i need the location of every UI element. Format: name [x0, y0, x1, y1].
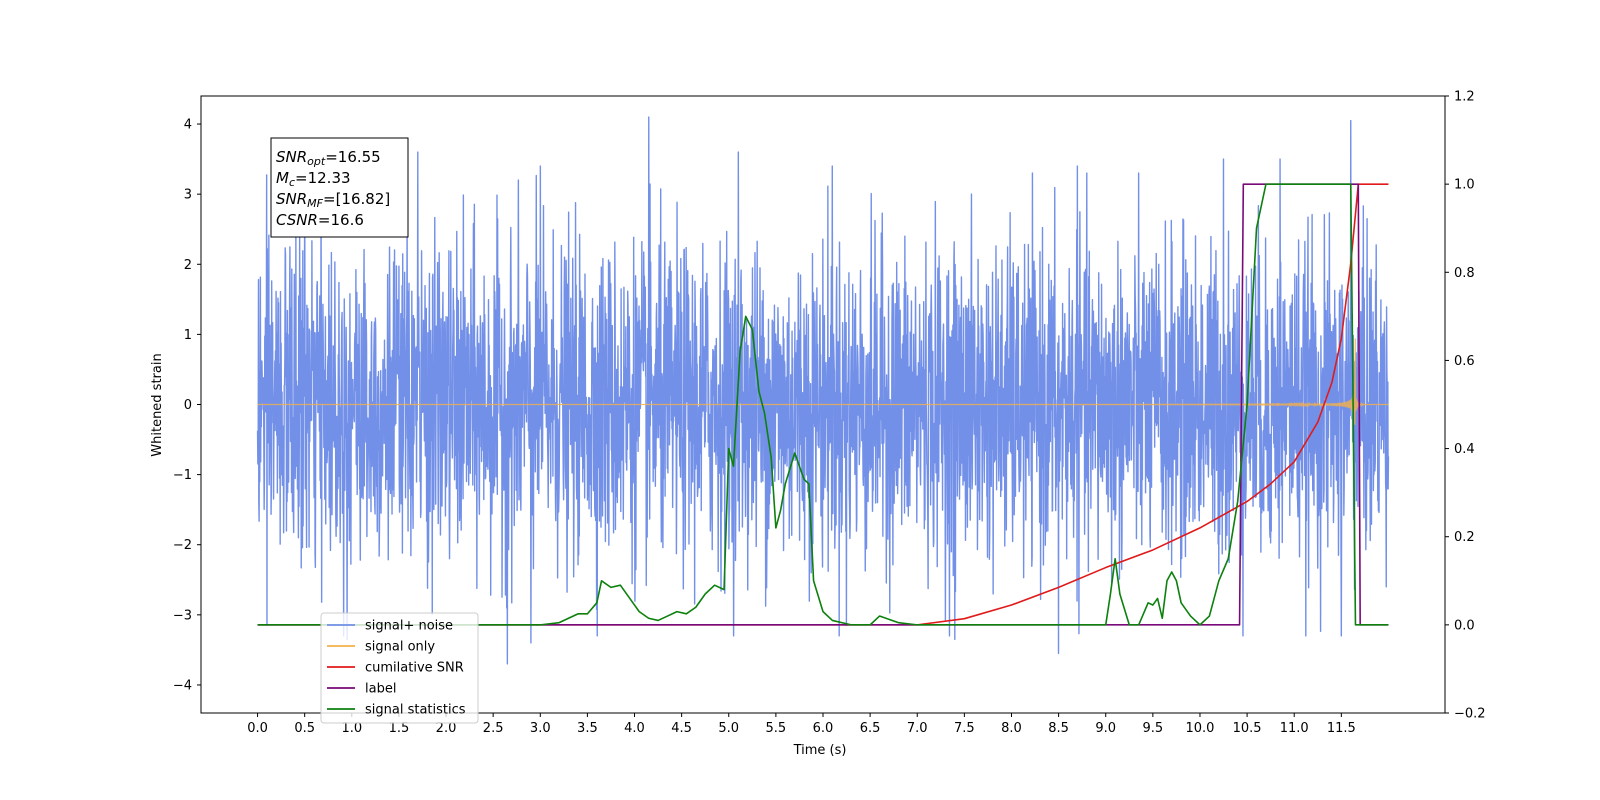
- x-tick-label: 11.5: [1327, 721, 1356, 736]
- annotation-line: Mc=12.33: [276, 169, 351, 189]
- x-tick-label: 5.0: [718, 721, 739, 736]
- x-tick-label: 5.5: [766, 721, 787, 736]
- x-tick-label: 7.0: [907, 721, 928, 736]
- x-tick-label: 6.0: [813, 721, 834, 736]
- y2-tick-label: 0.0: [1454, 618, 1475, 633]
- y2-tick-label: 0.6: [1454, 354, 1475, 369]
- x-tick-label: 4.0: [624, 721, 645, 736]
- y-tick-label: −1: [173, 468, 192, 483]
- x-tick-label: 9.0: [1095, 721, 1116, 736]
- legend-entry: label: [365, 682, 396, 697]
- y-tick-label: 4: [184, 118, 192, 133]
- legend-entry: signal only: [365, 640, 435, 655]
- x-tick-label: 8.5: [1048, 721, 1069, 736]
- series-layer: [256, 116, 1390, 665]
- annotation-line: CSNR=16.6: [276, 211, 364, 229]
- x-tick-label: 0.0: [247, 721, 268, 736]
- x-tick-label: 9.5: [1143, 721, 1164, 736]
- y2-tick-label: −0.2: [1454, 707, 1486, 722]
- y2-tick-label: 1.2: [1454, 90, 1475, 105]
- y-tick-label: −2: [173, 538, 192, 553]
- x-tick-label: 0.5: [294, 721, 315, 736]
- legend-frame: [320, 612, 479, 724]
- x-tick-label: 6.5: [860, 721, 881, 736]
- y2-tick-label: 0.4: [1454, 442, 1475, 457]
- series-signal-only: [257, 338, 1389, 425]
- x-tick-label: 10.5: [1233, 721, 1262, 736]
- y-tick-label: 1: [184, 328, 192, 343]
- snr-annotation-box: SNRopt=16.55Mc=12.33SNRMF=[16.82]CSNR=16…: [270, 137, 409, 238]
- x-tick-label: 3.0: [530, 721, 551, 736]
- legend-entry: signal+ noise: [365, 619, 453, 634]
- x-axis-label: Time (s): [793, 743, 847, 758]
- x-tick-label: 11.0: [1280, 721, 1309, 736]
- x-tick-label: 2.5: [483, 721, 504, 736]
- y-tick-label: 0: [184, 398, 192, 413]
- x-tick-label: 1.0: [341, 721, 362, 736]
- series-signal-statistics: [257, 183, 1389, 626]
- series-cumulative-snr: [257, 183, 1389, 626]
- y-tick-label: −4: [173, 678, 192, 693]
- x-tick-label: 2.0: [436, 721, 457, 736]
- legend: signal+ noise signal only cumilative SNR la…: [320, 612, 479, 724]
- x-tick-label: 4.5: [671, 721, 692, 736]
- annotation-frame: [270, 137, 409, 238]
- annotation-line: SNRMF=[16.82]: [276, 190, 390, 210]
- y2-tick-label: 1.0: [1454, 178, 1475, 193]
- y-tick-label: 2: [184, 258, 192, 273]
- x-tick-label: 10.0: [1185, 721, 1214, 736]
- x-axis: 0.0 0.5 1.0 1.5 2.0 2.5 3.0 3.5 4.0 4.5 5.0 5.5 6.0 6…: [247, 713, 1356, 736]
- x-tick-label: 8.0: [1001, 721, 1022, 736]
- y2-tick-label: 0.8: [1454, 266, 1475, 281]
- x-tick-label: 3.5: [577, 721, 598, 736]
- y-tick-label: −3: [173, 608, 192, 623]
- y-axis-label: Whitened strain: [150, 353, 165, 456]
- legend-entry: cumilative SNR: [365, 661, 464, 676]
- series-signal-noise: [256, 116, 1390, 665]
- y-axis-right: 1.2 1.0 0.8 0.6 0.4 0.2 0.0 −0.2: [1445, 90, 1486, 722]
- y-tick-label: 3: [184, 188, 192, 203]
- annotation-line: SNRopt=16.55: [276, 148, 381, 168]
- x-tick-label: 7.5: [954, 721, 975, 736]
- y2-tick-label: 0.2: [1454, 530, 1475, 545]
- x-tick-label: 1.5: [389, 721, 410, 736]
- y-axis-left: 4 3 2 1 0 −1 −2 −3 −4: [173, 118, 201, 693]
- legend-entry: signal statistics: [365, 703, 466, 718]
